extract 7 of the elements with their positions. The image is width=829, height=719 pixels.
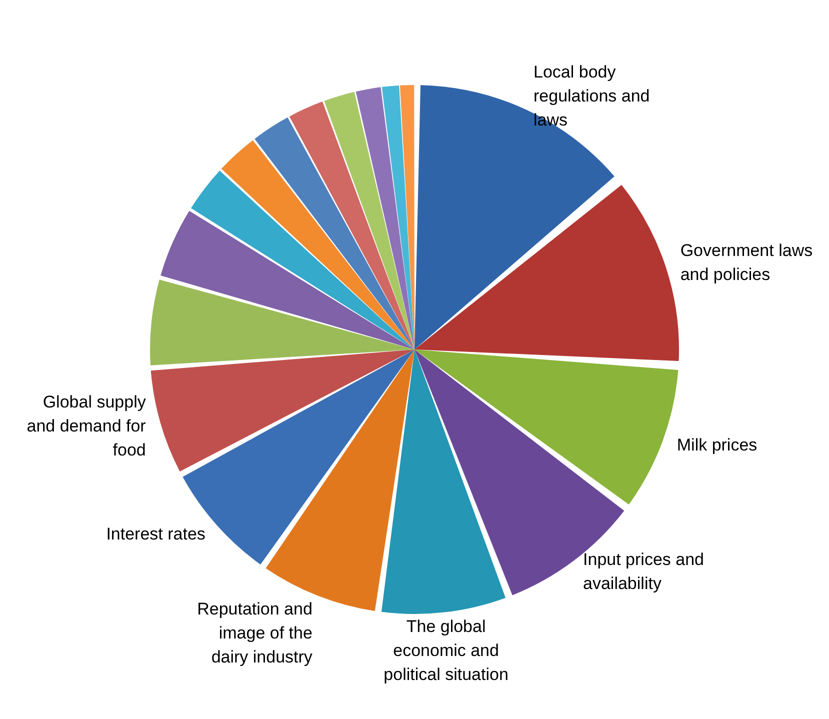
slice-label: Global supply and demand for food xyxy=(26,392,146,460)
slice-label: The global economic and political situation xyxy=(384,616,508,684)
slice-label: Milk prices xyxy=(676,436,758,455)
slice-label: Input prices and availability xyxy=(583,550,704,594)
slice-label: Interest rates xyxy=(106,524,206,544)
slice-label: Reputation and image of the dairy industry xyxy=(197,599,313,666)
slice-label: Government laws and policies xyxy=(680,240,813,284)
